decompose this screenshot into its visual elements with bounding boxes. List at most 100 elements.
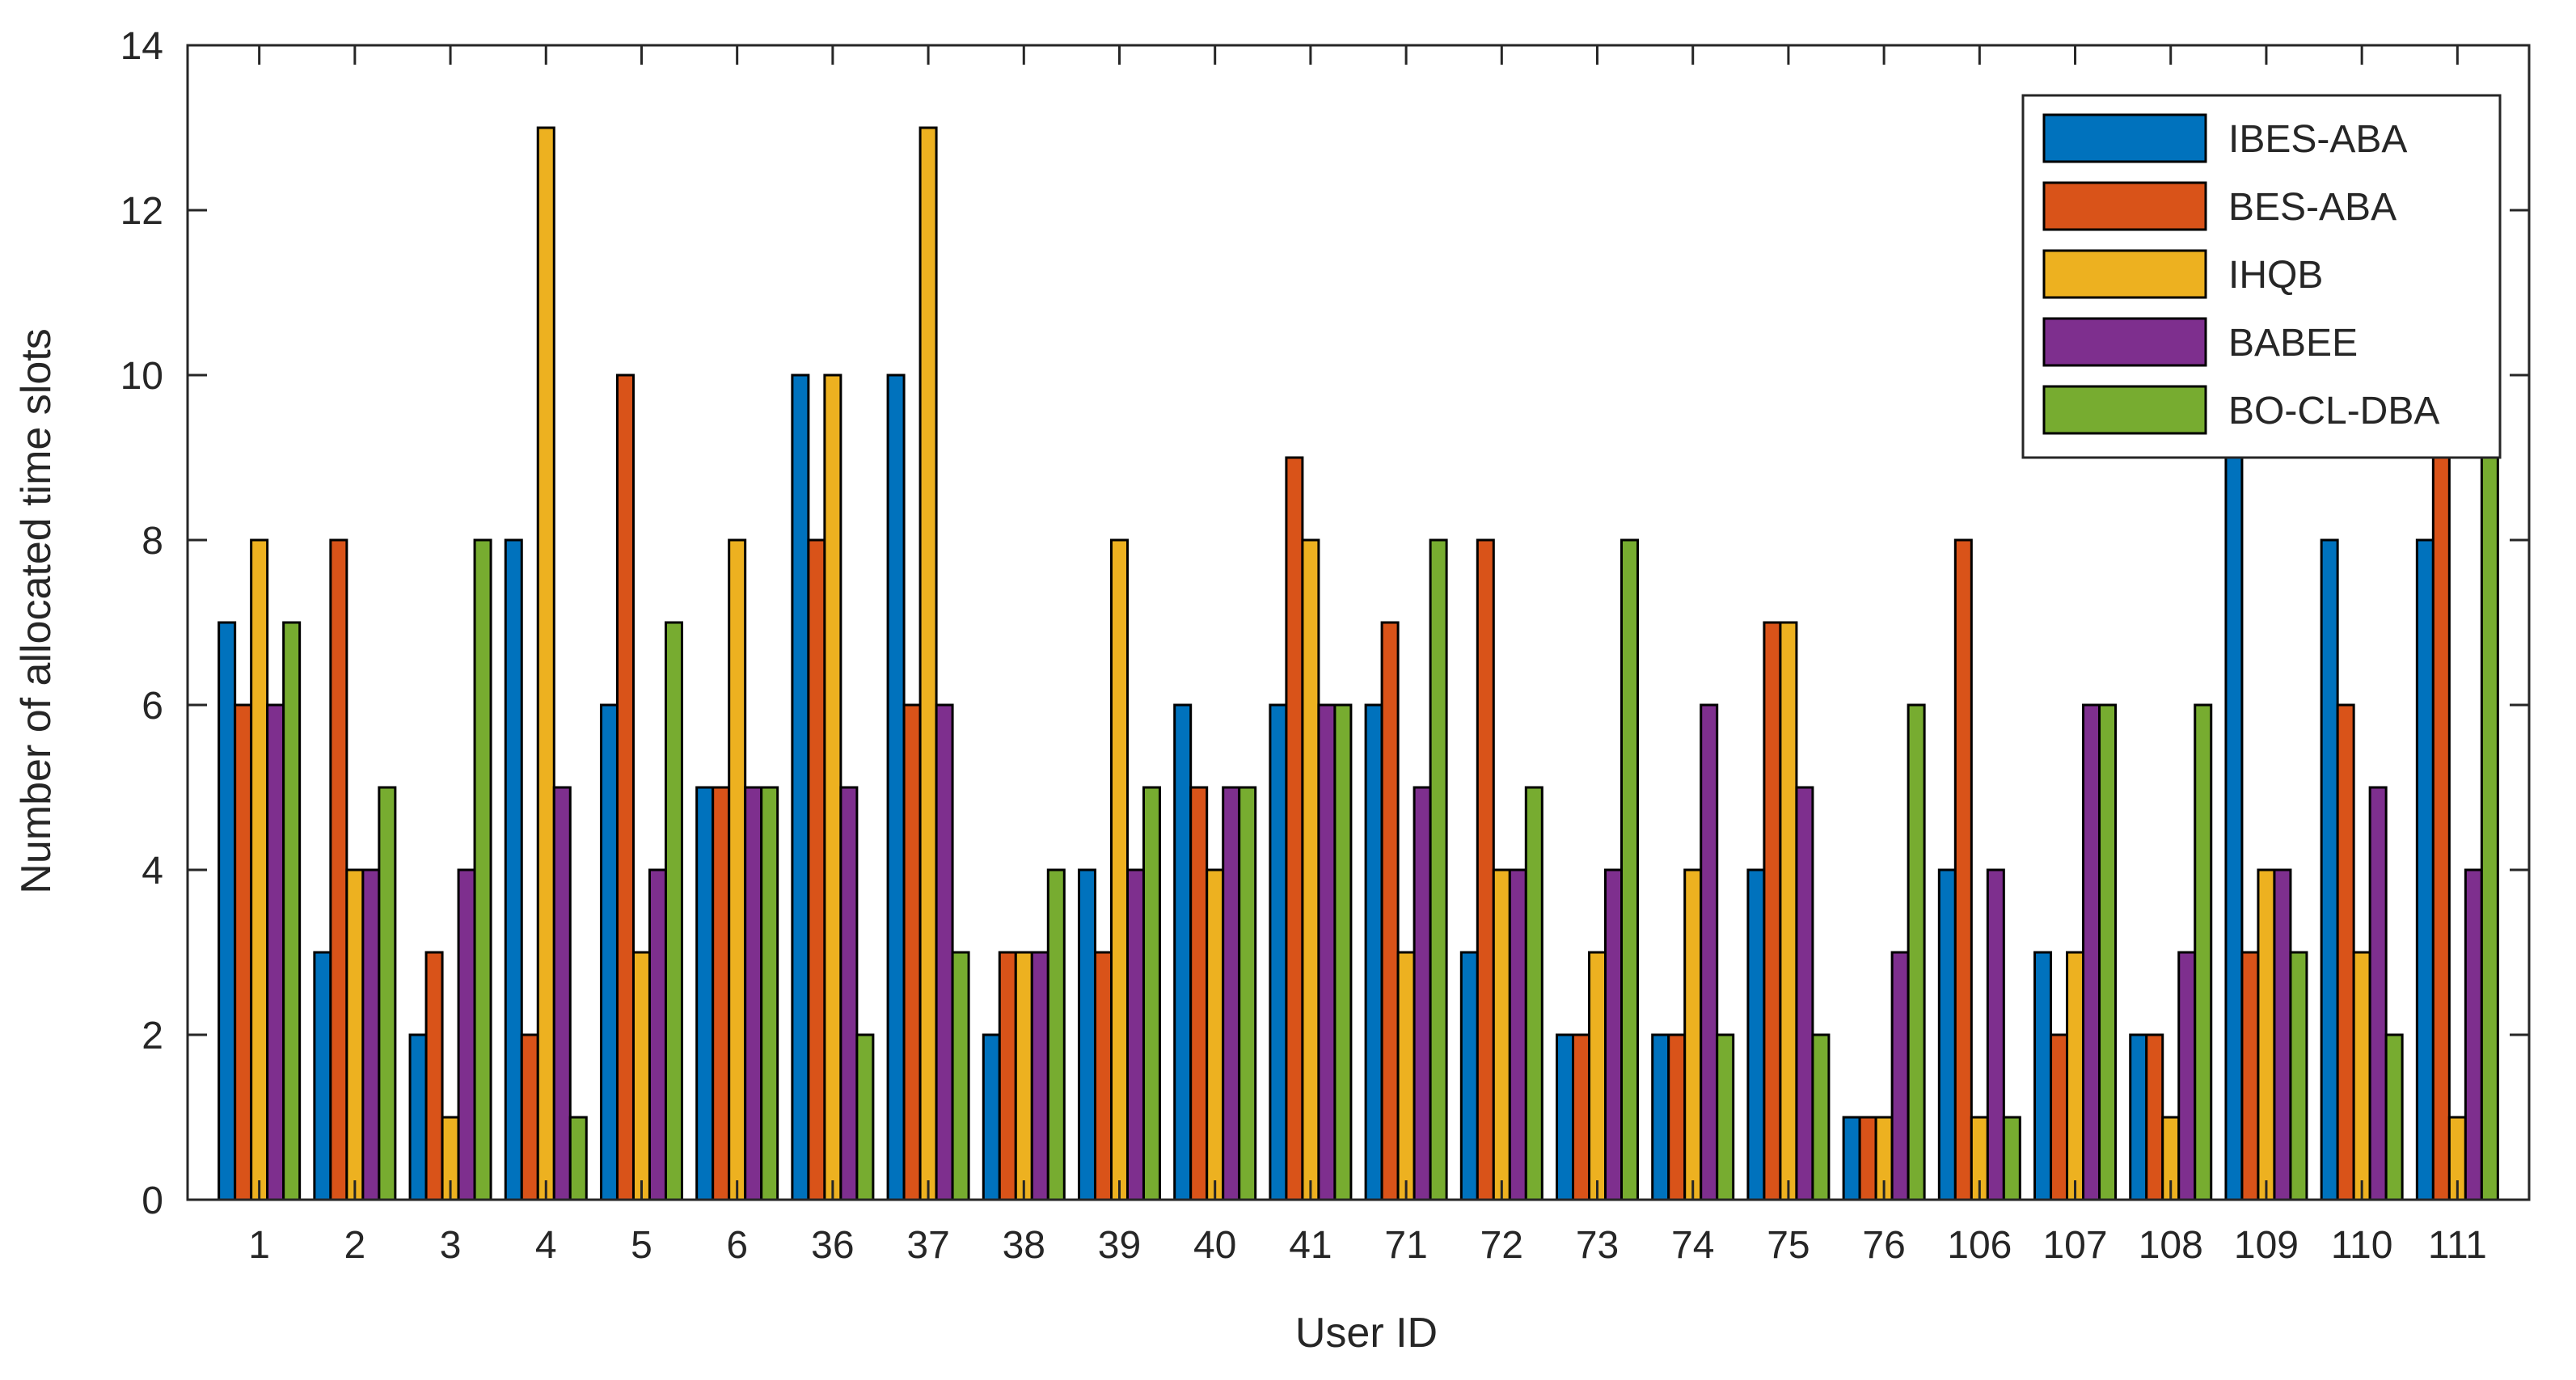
bar [823,373,842,1201]
bar [424,951,444,1201]
bar [2224,456,2244,1201]
bar [2336,703,2355,1201]
bar [2177,951,2197,1201]
bar [1746,868,1766,1201]
bar [648,868,667,1201]
x-tick-label: 111 [2428,1224,2487,1267]
legend-label: BABEE [2228,322,2358,365]
bar [329,538,348,1201]
bar [1524,786,1543,1201]
bar [1285,456,1304,1201]
bar [2129,1033,2148,1201]
x-tick-label: 40 [1193,1224,1236,1267]
bar [1301,538,1320,1201]
bar [1795,786,1814,1201]
bar [855,1033,875,1201]
x-tick-label: 4 [535,1224,557,1267]
bar [2320,538,2339,1201]
legend-swatch [2042,181,2207,231]
bar [2194,703,2213,1201]
y-tick-label: 0 [141,1180,163,1222]
bar [1779,621,1798,1201]
x-tick-label: 2 [344,1224,366,1267]
bar [1763,621,1782,1201]
bar [1953,538,1973,1201]
bar [313,951,332,1201]
bar [1317,703,1337,1201]
bar [2464,868,2483,1201]
x-tick-label: 75 [1767,1224,1810,1267]
bar [1269,703,1288,1201]
bar [536,126,555,1201]
x-axis-label: User ID [1295,1310,1438,1357]
y-axis-label: Number of allocated time slots [13,328,60,893]
bar [1667,1033,1687,1201]
legend-swatch [2042,249,2207,299]
bar [839,786,859,1201]
bar [457,868,476,1201]
x-tick-label: 37 [906,1224,949,1267]
bar [2098,703,2118,1201]
bar [1907,703,1926,1201]
bar [951,951,970,1201]
bar [886,373,906,1201]
bar [1986,868,2005,1201]
bar [520,1033,539,1201]
bar [1046,868,1066,1201]
bar [998,951,1017,1201]
bar [1716,1033,1735,1201]
bar [1492,868,1511,1201]
y-tick-label: 4 [141,850,163,893]
bar [1842,1116,1861,1201]
bar [1508,868,1527,1201]
bar [1620,538,1640,1201]
x-tick-label: 41 [1289,1224,1332,1267]
bar [664,621,683,1201]
bar [1413,786,1432,1201]
bar [1588,951,1607,1201]
bar [695,786,715,1201]
bar [2145,1033,2164,1201]
bar [1937,868,1957,1201]
bar [2082,703,2101,1201]
bar [408,1033,428,1201]
x-tick-label: 6 [726,1224,748,1267]
bar [1077,868,1096,1201]
bar [2066,951,2085,1201]
bar [1683,868,1703,1201]
x-tick-label: 3 [440,1224,462,1267]
bar [615,373,635,1201]
bar [345,868,365,1201]
bar [2480,456,2499,1201]
legend-swatch [2042,385,2207,435]
bar [1429,538,1448,1201]
bar [1380,621,1400,1201]
y-tick-label: 10 [120,355,163,398]
bar [791,373,810,1201]
bar [361,868,381,1201]
bar [1125,868,1145,1201]
x-tick-label: 1 [248,1224,270,1267]
y-tick-label: 14 [120,25,163,68]
bar [1206,868,1225,1201]
x-tick-label: 72 [1480,1224,1523,1267]
bar [1459,951,1479,1201]
bar [807,538,826,1201]
bar [282,621,302,1201]
x-tick-label: 71 [1384,1224,1427,1267]
bar [902,703,922,1201]
bar [599,703,619,1201]
bar [728,538,747,1201]
x-tick-label: 108 [2139,1224,2203,1267]
bar [982,1033,1001,1201]
x-tick-label: 107 [2042,1224,2107,1267]
bar [2240,951,2260,1201]
bar [1858,1116,1877,1201]
bar [2002,1116,2021,1201]
bar [1572,1033,1591,1201]
legend-label: IBES-ABA [2228,118,2407,161]
bar [217,621,237,1201]
bar [2368,786,2388,1201]
bar [1364,703,1383,1201]
